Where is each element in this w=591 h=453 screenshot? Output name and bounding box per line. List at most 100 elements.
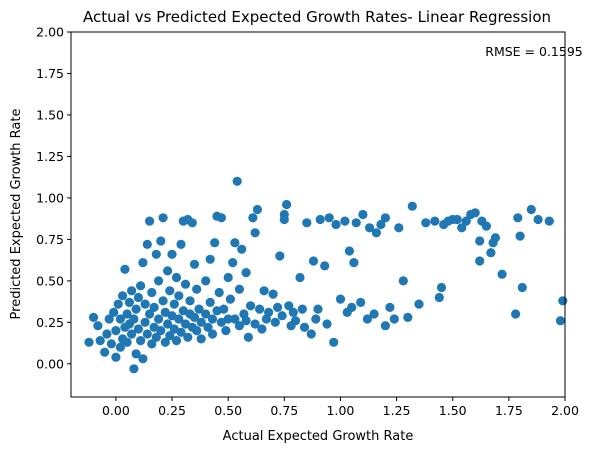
data-point (127, 329, 137, 339)
chart-title: Actual vs Predicted Expected Growth Rate… (83, 8, 551, 26)
data-point (290, 316, 301, 326)
data-point (243, 332, 253, 342)
data-point (167, 249, 177, 259)
data-point (214, 287, 224, 298)
data-point (461, 216, 471, 226)
data-point (510, 309, 521, 319)
data-point (219, 304, 229, 314)
data-point (165, 286, 175, 296)
data-point (284, 301, 294, 311)
y-tick-label: 0.50 (36, 273, 64, 288)
y-tick-label: 1.50 (36, 107, 64, 122)
x-axis-ticks: 0.00 0.25 0.50 0.75 1.00 1.25 1.50 1.75 2.00 (102, 397, 579, 418)
data-point (174, 291, 184, 301)
data-point (414, 299, 424, 309)
data-point (340, 216, 350, 226)
data-point (362, 314, 372, 324)
data-point (288, 307, 298, 317)
data-point (335, 294, 346, 304)
data-point (221, 326, 231, 336)
data-point (93, 321, 103, 331)
data-point (216, 213, 226, 223)
x-axis-label: Actual Expected Growth Rate (223, 429, 414, 444)
data-point (151, 249, 161, 259)
data-point (216, 317, 226, 327)
data-point (171, 272, 182, 283)
data-point (129, 314, 139, 324)
data-point (176, 239, 186, 249)
data-point (241, 316, 251, 326)
data-point (275, 251, 285, 261)
y-tick-label: 0.00 (36, 356, 64, 371)
data-point (526, 204, 536, 215)
data-point (320, 261, 330, 271)
points-layer (84, 176, 568, 374)
data-point (109, 307, 119, 317)
data-point (149, 302, 159, 312)
data-point (140, 299, 150, 309)
data-point (104, 314, 114, 324)
data-point (142, 329, 152, 339)
data-point (481, 221, 491, 231)
data-point (100, 347, 110, 357)
data-point (486, 248, 496, 258)
data-point (259, 286, 269, 296)
data-point (207, 329, 218, 339)
data-point (167, 311, 177, 321)
data-point (403, 312, 413, 322)
data-point (349, 258, 359, 268)
data-point (264, 307, 274, 317)
data-point (201, 276, 211, 286)
data-point (129, 364, 139, 374)
data-point (389, 314, 399, 324)
data-point (329, 337, 339, 347)
data-point (295, 272, 305, 283)
data-point (133, 324, 143, 334)
data-point (223, 314, 233, 324)
data-point (470, 208, 480, 218)
data-point (111, 326, 121, 336)
data-point (118, 291, 128, 301)
y-tick-label: 1.25 (36, 149, 64, 164)
data-point (111, 352, 121, 362)
data-point (189, 259, 200, 269)
data-point (257, 324, 267, 334)
data-point (156, 236, 166, 246)
data-point (457, 223, 467, 233)
data-point (421, 218, 431, 228)
data-point (176, 327, 186, 337)
data-point (151, 332, 161, 342)
data-point (475, 236, 485, 246)
data-point (255, 304, 265, 314)
data-point (248, 213, 258, 223)
data-point (192, 284, 202, 294)
data-point (223, 272, 233, 283)
data-point (282, 199, 292, 210)
data-point (122, 337, 132, 347)
data-point (133, 292, 143, 303)
data-point (207, 314, 218, 324)
data-point (311, 314, 321, 324)
data-point (513, 213, 523, 223)
data-point (533, 214, 543, 225)
data-point (145, 309, 155, 319)
x-tick-label: 2.00 (551, 403, 579, 418)
data-point (246, 301, 256, 311)
data-point (131, 349, 141, 359)
data-point (241, 268, 251, 278)
data-point (250, 228, 260, 238)
data-point (232, 176, 242, 186)
data-point (196, 317, 206, 327)
data-point (436, 282, 447, 293)
data-point (398, 276, 408, 286)
x-tick-label: 0.50 (214, 403, 242, 418)
data-point (156, 326, 166, 336)
data-point (163, 319, 173, 329)
y-tick-label: 1.75 (36, 66, 64, 81)
data-point (201, 309, 211, 319)
data-point (324, 213, 334, 223)
y-tick-label: 0.75 (36, 232, 64, 247)
data-point (187, 218, 197, 228)
data-point (183, 332, 193, 342)
